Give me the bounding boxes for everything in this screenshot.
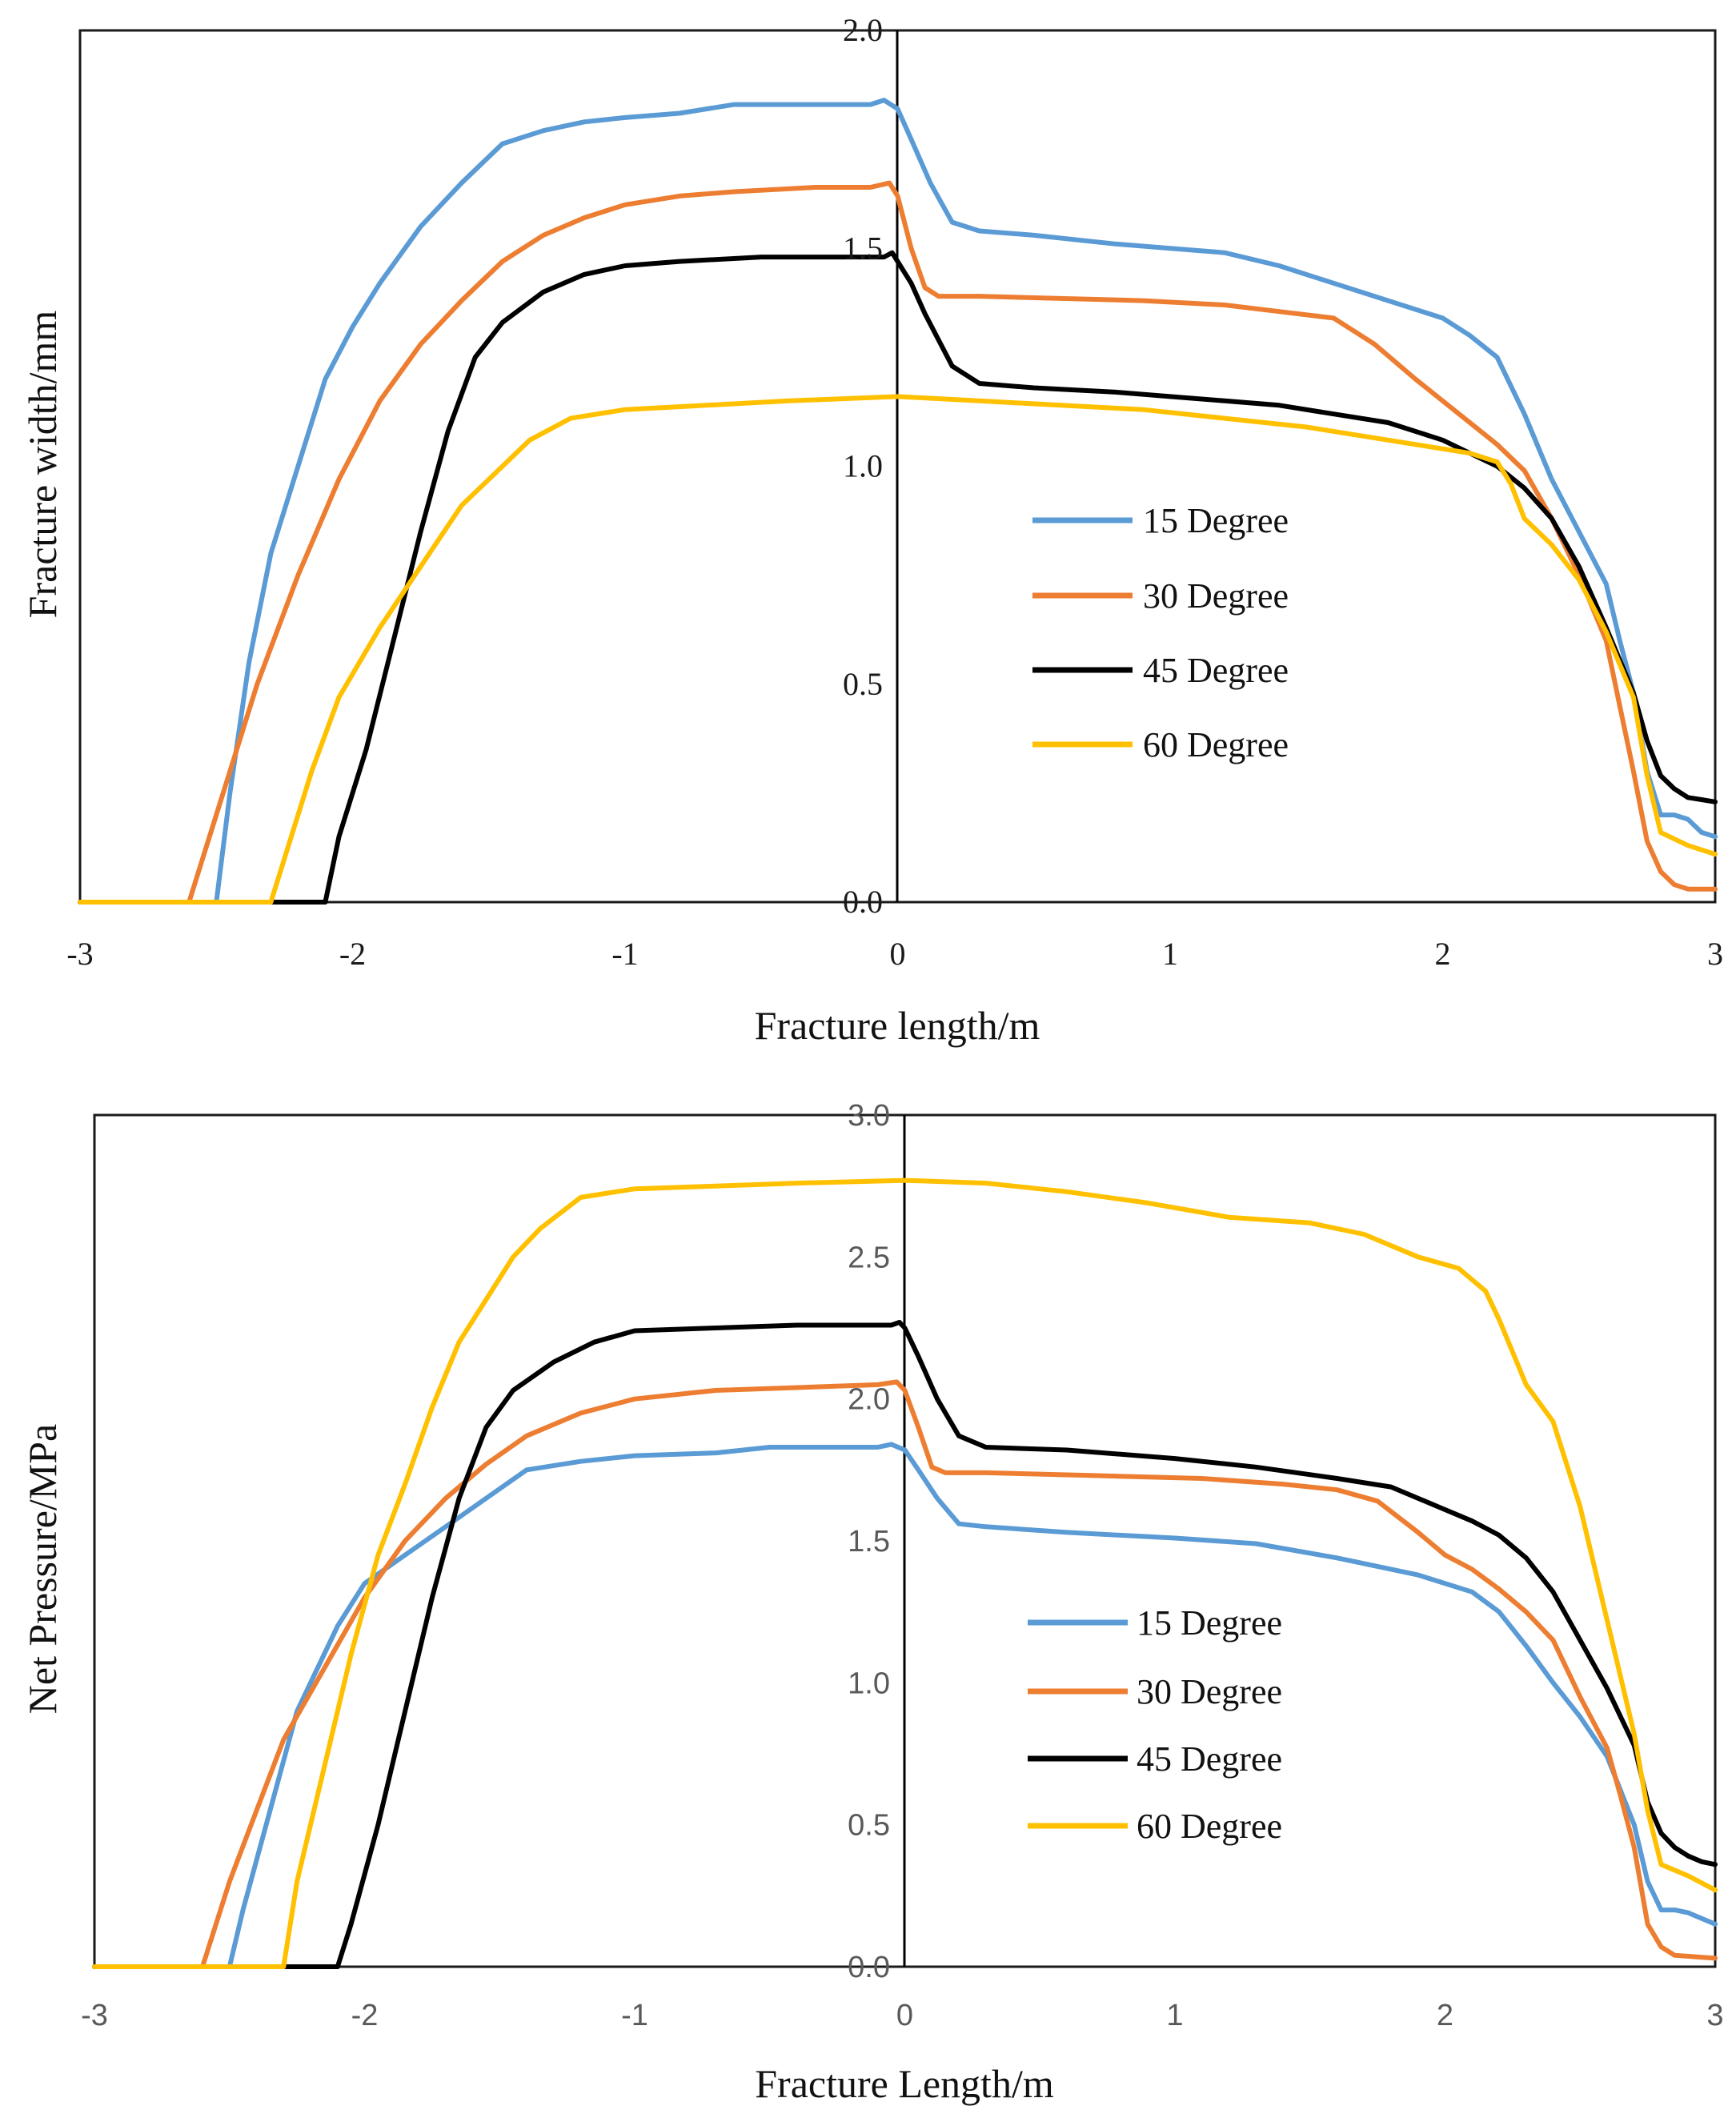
fracture-width-chart: 0.0 0.5 1.0 1.5 2.0 -3 -2 -1 0 1 2 3 Fracture leng… (20, 12, 1723, 1048)
y-tick-label: 2.0 (848, 1383, 890, 1417)
y-tick-label: 0.5 (843, 666, 883, 702)
y-tick-label: 1.0 (848, 1667, 890, 1700)
legend-label-60: 60 Degree (1143, 725, 1289, 764)
legend: 15 Degree 30 Degree 45 Degree 60 Degree (1028, 1603, 1282, 1846)
series-line-60-degree (92, 1177, 1718, 1969)
x-tick-label: -1 (621, 1999, 648, 2032)
y-tick-labels: 0.0 0.5 1.0 1.5 2.0 2.5 3.0 (848, 1099, 890, 1984)
x-tick-label: 2 (1437, 1999, 1453, 2032)
x-tick-labels: -3 -2 -1 0 1 2 3 (66, 936, 1723, 972)
legend-label-45: 45 Degree (1143, 651, 1289, 690)
y-axis-title: Net Pressure/MPa (20, 1424, 65, 1714)
legend-label-15: 15 Degree (1143, 501, 1289, 540)
series-layer (78, 98, 1718, 905)
legend-label-15: 15 Degree (1137, 1603, 1282, 1643)
series-line-15-degree (78, 98, 1718, 905)
series-layer (92, 1177, 1718, 1969)
legend-label-60: 60 Degree (1137, 1807, 1282, 1846)
series-line-30-degree (92, 1379, 1718, 1969)
x-tick-label: -2 (351, 1999, 379, 2032)
x-tick-label: -1 (611, 936, 638, 972)
x-tick-label: 1 (1166, 1999, 1183, 2032)
y-tick-label: 1.5 (848, 1525, 890, 1558)
x-tick-label: -2 (339, 936, 366, 972)
y-tick-label: 2.5 (848, 1241, 890, 1274)
legend: 15 Degree 30 Degree 45 Degree 60 Degree (1032, 501, 1289, 764)
net-pressure-chart: 0.0 0.5 1.0 1.5 2.0 2.5 3.0 -3 -2 -1 0 1 2 3 Fractur… (20, 1099, 1724, 2106)
y-tick-label: 0.0 (848, 1951, 890, 1984)
y-tick-label: 3.0 (848, 1099, 890, 1133)
y-tick-label: 1.5 (843, 230, 883, 266)
x-tick-label: 1 (1162, 936, 1178, 972)
x-axis-title: Fracture Length/m (755, 2061, 1054, 2106)
y-tick-label: 0.5 (848, 1809, 890, 1843)
x-tick-label: -3 (81, 1999, 108, 2032)
x-axis-title: Fracture length/m (755, 1003, 1040, 1048)
x-tick-labels: -3 -2 -1 0 1 2 3 (81, 1999, 1723, 2032)
y-tick-labels: 0.0 0.5 1.0 1.5 2.0 (843, 12, 883, 920)
legend-label-30: 30 Degree (1137, 1672, 1282, 1711)
x-tick-label: 3 (1706, 1999, 1723, 2032)
x-tick-label: 3 (1707, 936, 1723, 972)
y-tick-label: 2.0 (843, 12, 883, 48)
y-tick-label: 0.0 (843, 884, 883, 920)
y-tick-label: 1.0 (843, 448, 883, 484)
series-line-60-degree (78, 394, 1718, 905)
legend-label-30: 30 Degree (1143, 576, 1289, 616)
x-tick-label: 0 (890, 936, 906, 972)
x-tick-label: -3 (66, 936, 93, 972)
x-tick-label: 0 (896, 1999, 913, 2032)
y-axis-title: Fracture width/mm (20, 311, 65, 619)
series-line-45-degree (92, 1319, 1718, 1969)
legend-label-45: 45 Degree (1137, 1739, 1282, 1779)
x-tick-label: 2 (1435, 936, 1451, 972)
